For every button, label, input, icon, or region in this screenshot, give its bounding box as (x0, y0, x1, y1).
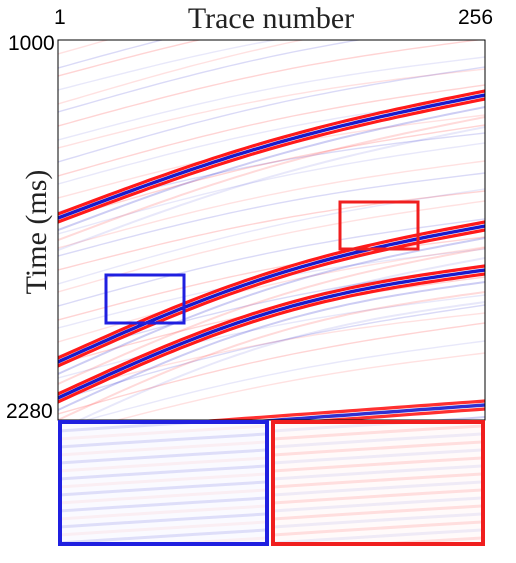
red-roi-box (338, 200, 420, 251)
blue-roi-box (104, 273, 186, 325)
red-zoom-panel (271, 420, 485, 546)
figure-title: Trace number (188, 2, 354, 35)
red-zoom-texture (275, 423, 482, 543)
x-max-label: 256 (458, 6, 493, 29)
blue-zoom-frame (58, 420, 269, 546)
blue-zoom-panel (58, 420, 269, 546)
seismic-section (57, 39, 486, 421)
red-zoom-frame (271, 420, 485, 546)
x-min-label: 1 (54, 6, 66, 29)
y-bottom-label: 2280 (6, 400, 53, 423)
weak-reflection-events (58, 40, 485, 420)
strong-reflection-events (58, 89, 485, 420)
y-axis-label: Time (ms) (20, 170, 53, 295)
blue-zoom-texture (61, 423, 266, 543)
y-top-label: 1000 (8, 32, 55, 55)
